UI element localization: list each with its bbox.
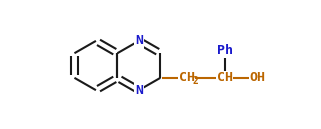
Text: CH: CH bbox=[217, 71, 233, 84]
Text: 2: 2 bbox=[192, 76, 198, 86]
Text: N: N bbox=[135, 34, 143, 47]
Text: N: N bbox=[135, 84, 143, 97]
Text: Ph: Ph bbox=[217, 44, 233, 57]
Text: CH: CH bbox=[179, 71, 195, 84]
Text: OH: OH bbox=[249, 71, 265, 84]
